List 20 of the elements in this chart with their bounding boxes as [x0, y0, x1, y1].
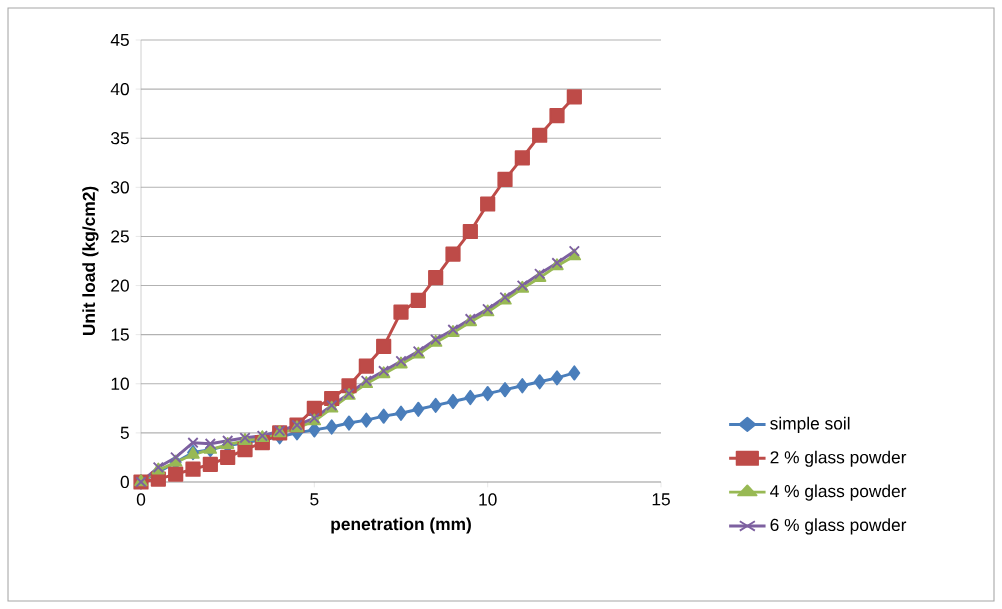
- y-tick-label: 10: [111, 377, 129, 390]
- x-axis-title: penetration (mm): [331, 517, 471, 534]
- x-tick-label: 5: [310, 493, 319, 506]
- y-axis-title: Unit load (kg/cm2): [82, 186, 99, 336]
- x-tick-label: 0: [136, 493, 146, 506]
- legend-label: 2 % glass powder: [770, 450, 907, 467]
- legend-label: simple soil: [770, 416, 850, 434]
- y-tick-label: 45: [110, 33, 129, 47]
- y-tick-label: 20: [111, 279, 129, 292]
- legend-label: 6 % glass powder: [770, 518, 907, 535]
- x-tick-label: 10: [479, 493, 497, 506]
- y-tick-label: 25: [111, 230, 129, 243]
- y-tick-label: 15: [111, 328, 129, 341]
- x-tick-label: 15: [652, 493, 670, 506]
- y-tick-label: 0: [120, 475, 129, 489]
- legend-label: 4 % glass powder: [770, 484, 907, 501]
- y-tick-label: 40: [110, 82, 129, 96]
- y-tick-label: 35: [111, 132, 129, 145]
- y-tick-label: 5: [120, 426, 129, 439]
- y-tick-label: 30: [111, 181, 129, 194]
